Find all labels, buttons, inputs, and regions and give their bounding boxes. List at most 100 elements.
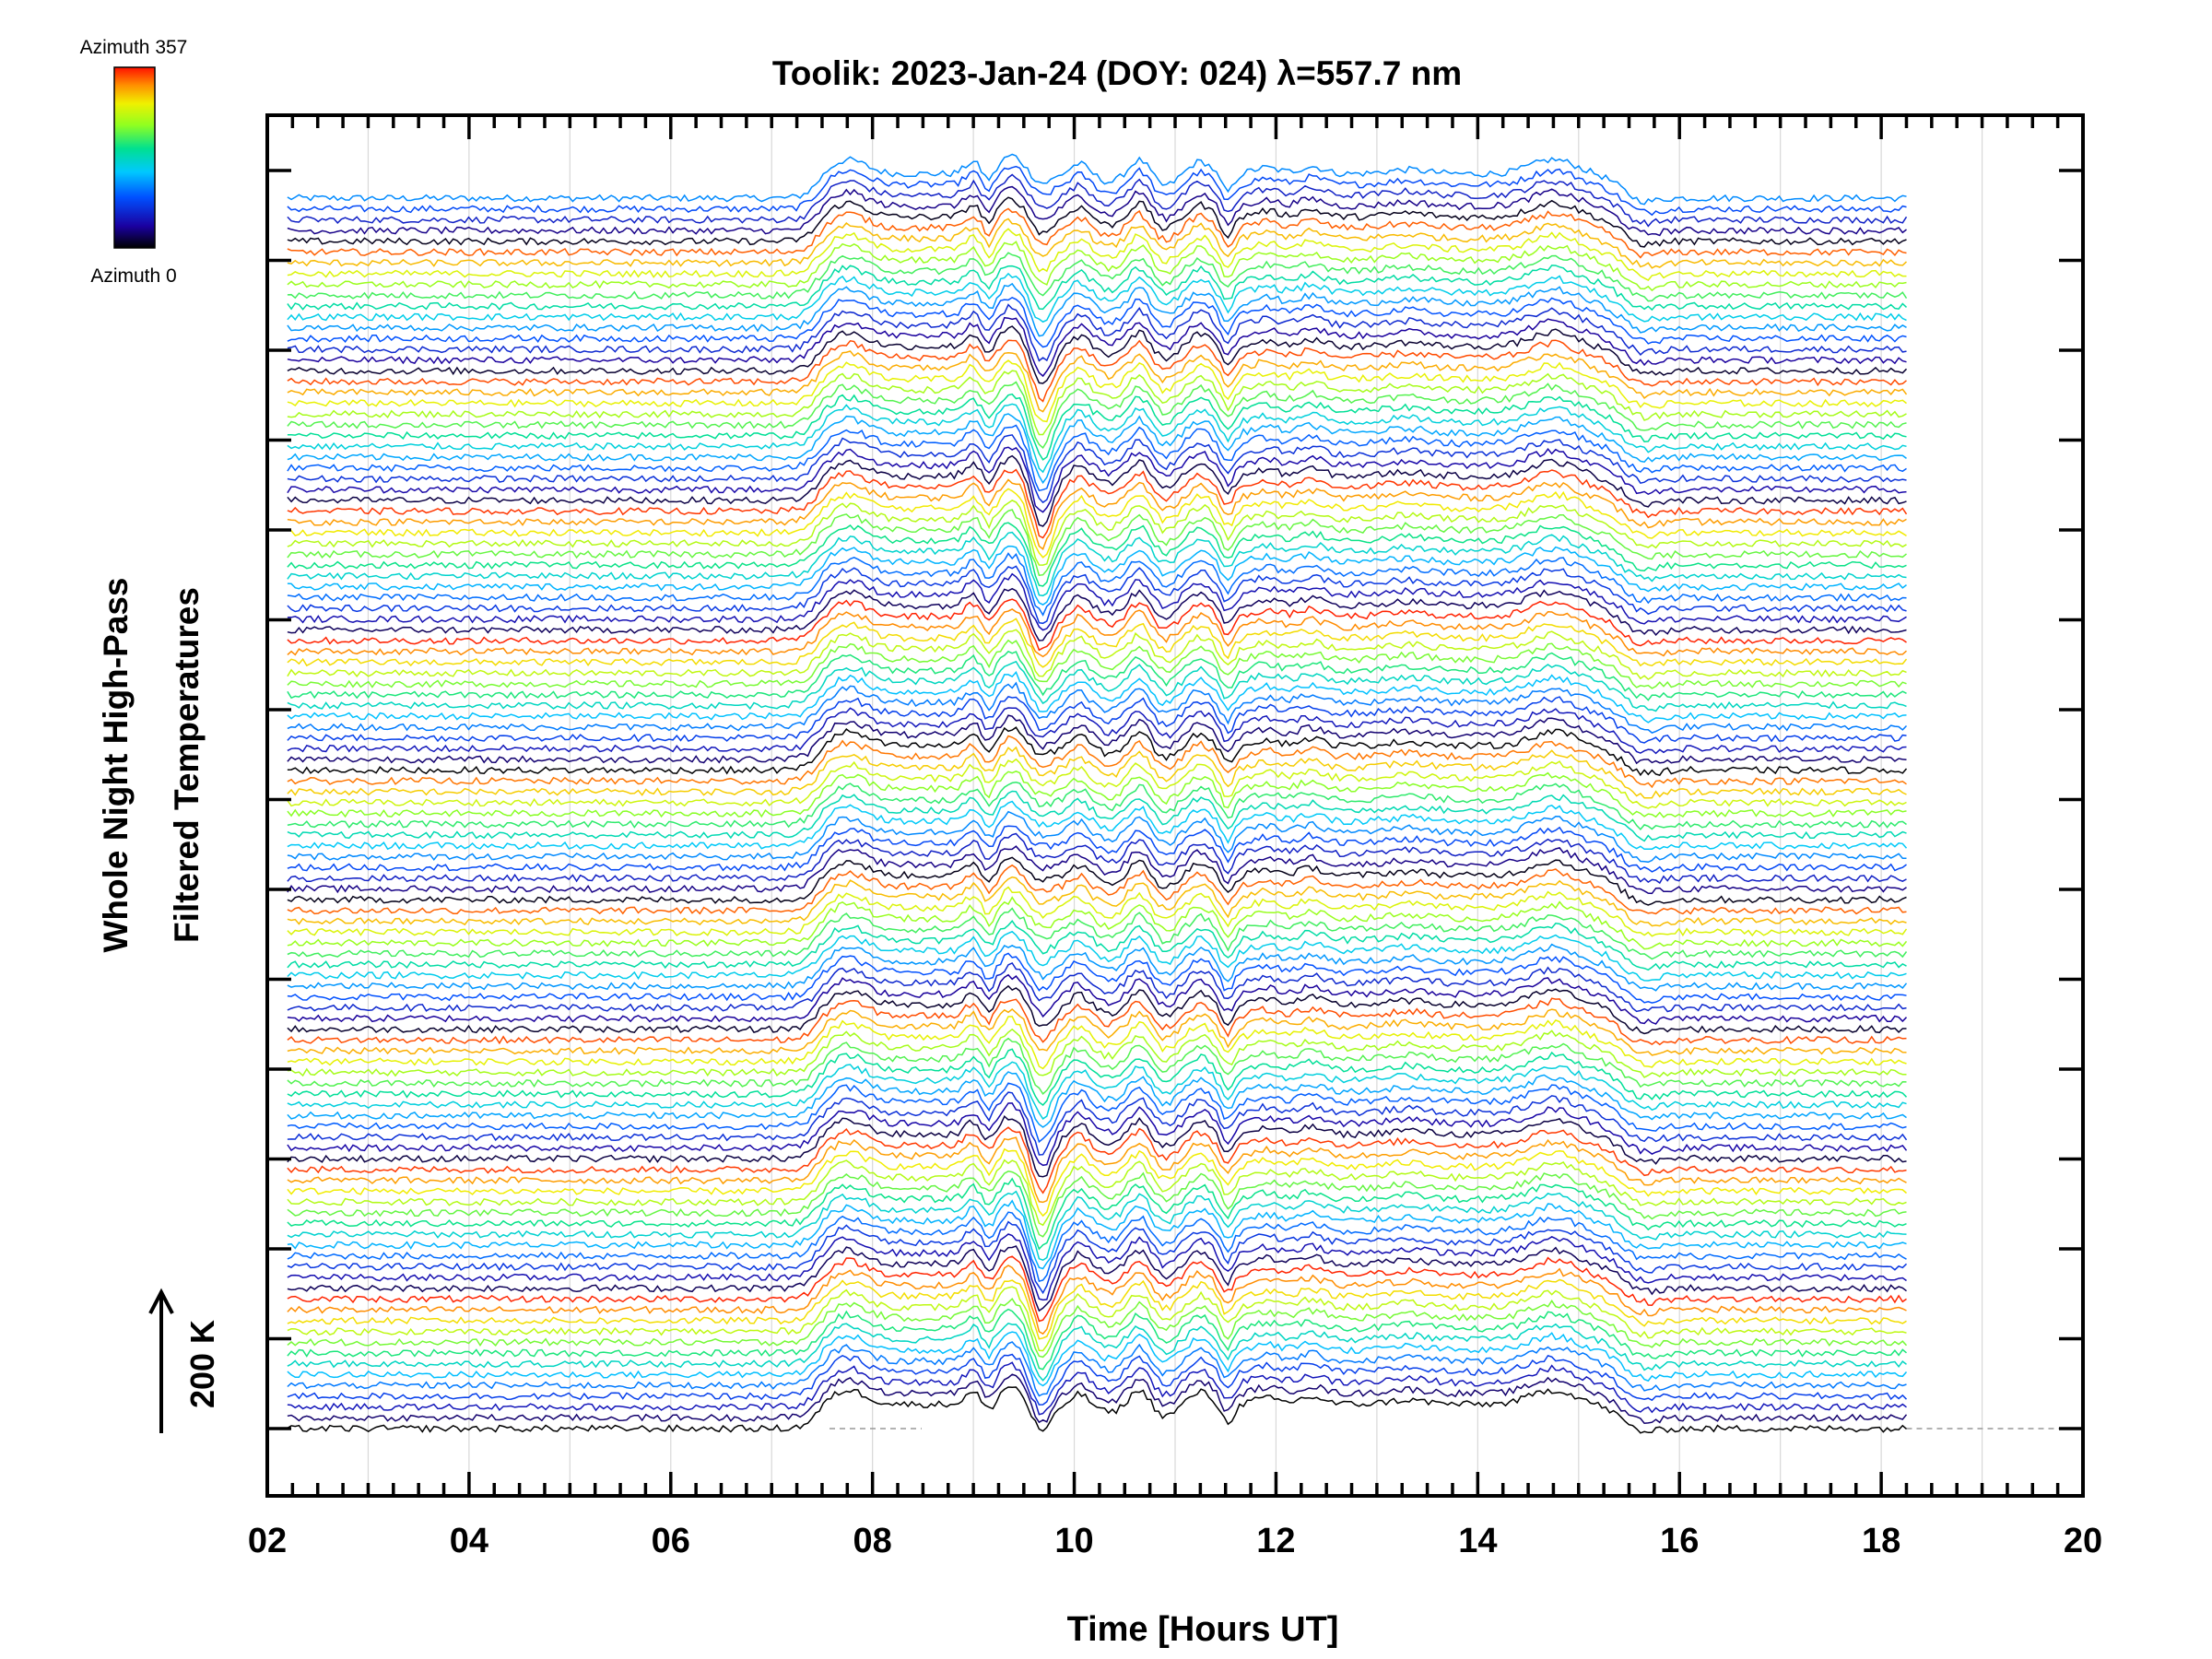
trace-line xyxy=(287,770,1907,818)
trace-line xyxy=(287,339,1907,403)
scale-bar-arrow-head xyxy=(148,1288,174,1314)
trace-line xyxy=(287,173,1908,228)
chart-title: Toolik: 2023-Jan-24 (DOY: 024) λ=557.7 n… xyxy=(772,54,1462,92)
trace-line xyxy=(287,325,1908,384)
trace-line xyxy=(287,735,1907,789)
trace-line xyxy=(287,758,1907,809)
trace-line xyxy=(287,303,1907,362)
trace-line xyxy=(287,454,1907,527)
trace-line xyxy=(287,1220,1908,1295)
trace-line xyxy=(287,282,1907,337)
x-tick-label: 10 xyxy=(1054,1522,1093,1560)
trace-line xyxy=(287,943,1908,992)
x-tick-label: 20 xyxy=(2064,1522,2102,1560)
x-tick-label: 06 xyxy=(652,1522,690,1560)
trace-line xyxy=(287,1199,1907,1270)
trace-line xyxy=(287,832,1907,885)
axis-ticks xyxy=(265,115,2085,1496)
trace-line xyxy=(287,1016,1907,1070)
x-tick-label: 02 xyxy=(248,1522,287,1560)
trace-line xyxy=(287,545,1907,606)
trace-line xyxy=(287,1061,1907,1120)
trace-line xyxy=(287,1136,1907,1204)
trace-line xyxy=(287,218,1908,269)
trace-line xyxy=(287,608,1907,658)
trace-line xyxy=(287,531,1907,597)
trace-line xyxy=(287,810,1907,864)
trace-line xyxy=(287,1353,1908,1406)
trace-line xyxy=(287,707,1907,755)
trace-line xyxy=(287,919,1907,971)
x-tick-label: 16 xyxy=(1660,1522,1699,1560)
trace-line xyxy=(287,930,1907,982)
trace-line xyxy=(287,1177,1907,1251)
trace-line xyxy=(287,1211,1907,1283)
trace-line xyxy=(287,370,1907,436)
trace-line xyxy=(287,1286,1907,1352)
trace-line xyxy=(287,509,1907,577)
colorbar: Azimuth 357 Azimuth 0 xyxy=(80,37,188,287)
trace-line xyxy=(287,196,1907,248)
colorbar-bottom-label: Azimuth 0 xyxy=(90,265,176,287)
trace-line xyxy=(287,856,1907,906)
trace-line xyxy=(287,696,1907,744)
trace-group xyxy=(287,153,1908,1434)
colorbar-top-label: Azimuth 357 xyxy=(80,37,188,58)
trace-line xyxy=(287,1386,1907,1434)
trace-line xyxy=(287,272,1907,324)
trace-line xyxy=(287,1102,1908,1167)
trace-line xyxy=(287,1171,1907,1238)
trace-line xyxy=(287,671,1907,724)
trace-line xyxy=(287,864,1907,915)
trace-line xyxy=(287,876,1907,927)
trace-line xyxy=(287,403,1907,474)
trace-line xyxy=(287,907,1908,960)
trace-line xyxy=(287,629,1907,680)
trace-line xyxy=(287,565,1907,625)
trace-line xyxy=(287,1361,1907,1416)
trace-line xyxy=(287,1114,1907,1178)
trace-line xyxy=(287,714,1907,765)
scale-bar: 200 K xyxy=(148,1288,221,1433)
trace-line xyxy=(287,1091,1908,1156)
x-tick-labels: 02 04 06 08 10 12 14 16 18 20 xyxy=(248,1522,2102,1560)
trace-line xyxy=(287,587,1907,641)
trace-line xyxy=(287,153,1907,206)
trace-line xyxy=(287,185,1907,237)
y-axis-label-line2: Filtered Temperatures xyxy=(168,587,206,943)
trace-line xyxy=(287,952,1907,1004)
x-tick-label: 14 xyxy=(1458,1522,1497,1560)
trace-line xyxy=(287,1298,1908,1359)
trace-line xyxy=(287,984,1907,1035)
trace-line xyxy=(287,500,1907,566)
x-tick-label: 08 xyxy=(853,1522,892,1560)
trace-line xyxy=(287,1028,1907,1078)
trace-line xyxy=(287,446,1907,513)
trace-line xyxy=(287,359,1907,423)
trace-line xyxy=(287,1373,1908,1424)
trace-line xyxy=(287,165,1907,217)
trace-line xyxy=(287,973,1908,1025)
x-tick-label: 18 xyxy=(1862,1522,1900,1560)
trace-line xyxy=(287,1341,1907,1397)
trace-line xyxy=(287,1082,1907,1144)
x-tick-label: 04 xyxy=(450,1522,488,1560)
trace-line xyxy=(287,488,1907,559)
trace-line xyxy=(287,961,1907,1013)
trace-line xyxy=(287,1048,1908,1107)
trace-line xyxy=(287,896,1908,950)
trace-line xyxy=(287,997,1907,1046)
trace-line xyxy=(287,1159,1907,1227)
trace-line xyxy=(287,1037,1907,1096)
trace-line xyxy=(287,790,1907,842)
colorbar-gradient xyxy=(113,66,156,249)
scale-bar-label: 200 K xyxy=(183,1320,221,1408)
trace-line xyxy=(287,598,1907,652)
trace-line xyxy=(287,825,1907,873)
grid xyxy=(367,115,1983,1496)
trace-line xyxy=(287,424,1907,492)
trace-line xyxy=(287,681,1908,734)
trace-line xyxy=(287,350,1908,413)
trace-line xyxy=(287,265,1908,312)
